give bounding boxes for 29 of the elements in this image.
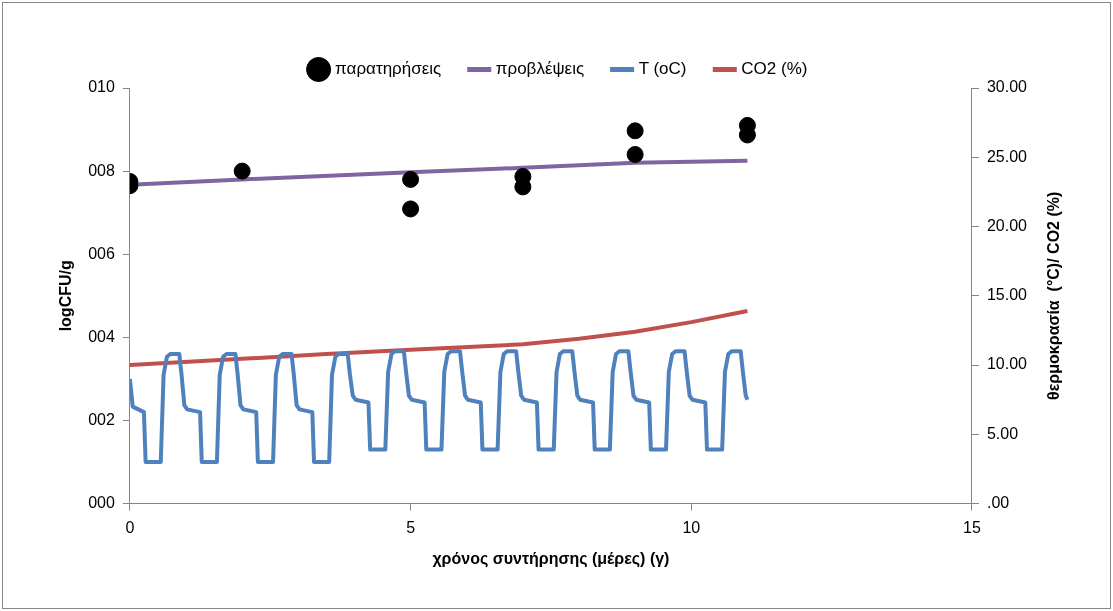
legend-label: προβλέψεις [495,59,585,79]
y2-tick-label: 5.00 [986,424,1019,442]
y2-tick-label: .00 [986,494,1010,512]
x-tick-label: 15 [963,518,981,536]
legend-label: T (oC) [638,59,687,79]
y-tick-label: 002 [88,410,115,428]
y2-tick-label: 10.00 [986,355,1028,373]
x-tick-label: 5 [406,518,416,536]
x-tick-label: 0 [125,518,135,536]
y-tick-label: 010 [88,78,115,96]
y-tick-label: 008 [88,161,115,179]
legend-label: παρατηρήσεις [335,59,442,79]
y2-tick-label: 20.00 [986,216,1028,234]
legend-label: CO2 (%) [741,59,808,79]
y-tick-label: 004 [88,327,115,345]
y2-tick-label: 30.00 [986,78,1028,96]
y-tick-label: 006 [88,244,115,262]
point [402,200,420,218]
y2-tick-label: 15.00 [986,286,1028,304]
y2-tick-label: 25.00 [986,147,1028,165]
y2-axis-title: θερμοκρασία (°C)/ CO2 (%) [1045,191,1063,400]
x-axis-title: χρόνος συντήρησης (μέρες) (γ) [432,549,670,568]
x-tick-label: 10 [682,518,701,536]
point [402,170,420,188]
point [626,122,644,140]
point [233,162,251,180]
point [626,146,644,163]
y-tick-label: 000 [88,494,115,512]
y-axis-title: logCFU/g [57,260,75,332]
